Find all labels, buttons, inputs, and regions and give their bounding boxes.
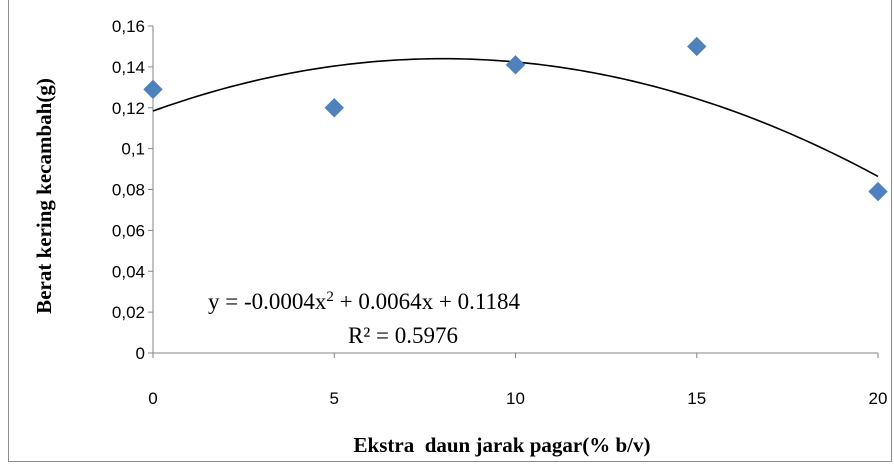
x-axis-title: Ekstra daun jarak pagar(% b/v)	[354, 433, 651, 457]
y-tick-labels: 0 0,02 0,04 0,06 0,08 0,1 0,12 0,14 0,16	[112, 17, 145, 363]
equation-prefix: y = -0.0004x	[208, 289, 327, 314]
trendline	[152, 57, 879, 178]
x-tick-marks	[152, 353, 879, 358]
x-tick-label: 0	[148, 389, 157, 408]
chart-frame	[8, 0, 892, 462]
x-tick-label: 15	[687, 389, 706, 408]
r-squared-label: R² = 0.5976	[348, 323, 458, 348]
y-tick-marks	[148, 25, 153, 354]
data-point	[868, 181, 888, 202]
y-axis-title: Berat kering kecambah(g)	[32, 78, 56, 314]
data-point	[687, 36, 707, 57]
x-tick-labels: 0 5 10 15 20	[148, 389, 887, 408]
data-point	[324, 98, 344, 118]
y-tick-label: 0,12	[112, 99, 145, 118]
equation-exponent: 2	[326, 289, 334, 305]
y-tick-label: 0,06	[112, 221, 145, 240]
x-tick-label: 10	[506, 389, 525, 408]
y-tick-label: 0,08	[112, 181, 145, 200]
y-tick-label: 0,02	[112, 303, 145, 322]
x-tick-label: 20	[869, 389, 888, 408]
trendline-equation: y = -0.0004x2 + 0.0064x + 0.1184	[208, 289, 520, 314]
y-tick-label: 0,16	[112, 17, 145, 36]
data-point	[505, 55, 526, 75]
equation-suffix: + 0.0064x + 0.1184	[334, 289, 521, 314]
y-tick-label: 0,14	[112, 58, 145, 77]
data-points	[143, 36, 888, 202]
y-tick-label: 0,1	[121, 140, 145, 159]
y-tick-label: 0	[136, 344, 145, 363]
data-point	[143, 79, 163, 100]
x-tick-label: 5	[330, 389, 339, 408]
y-tick-label: 0,04	[112, 262, 145, 281]
